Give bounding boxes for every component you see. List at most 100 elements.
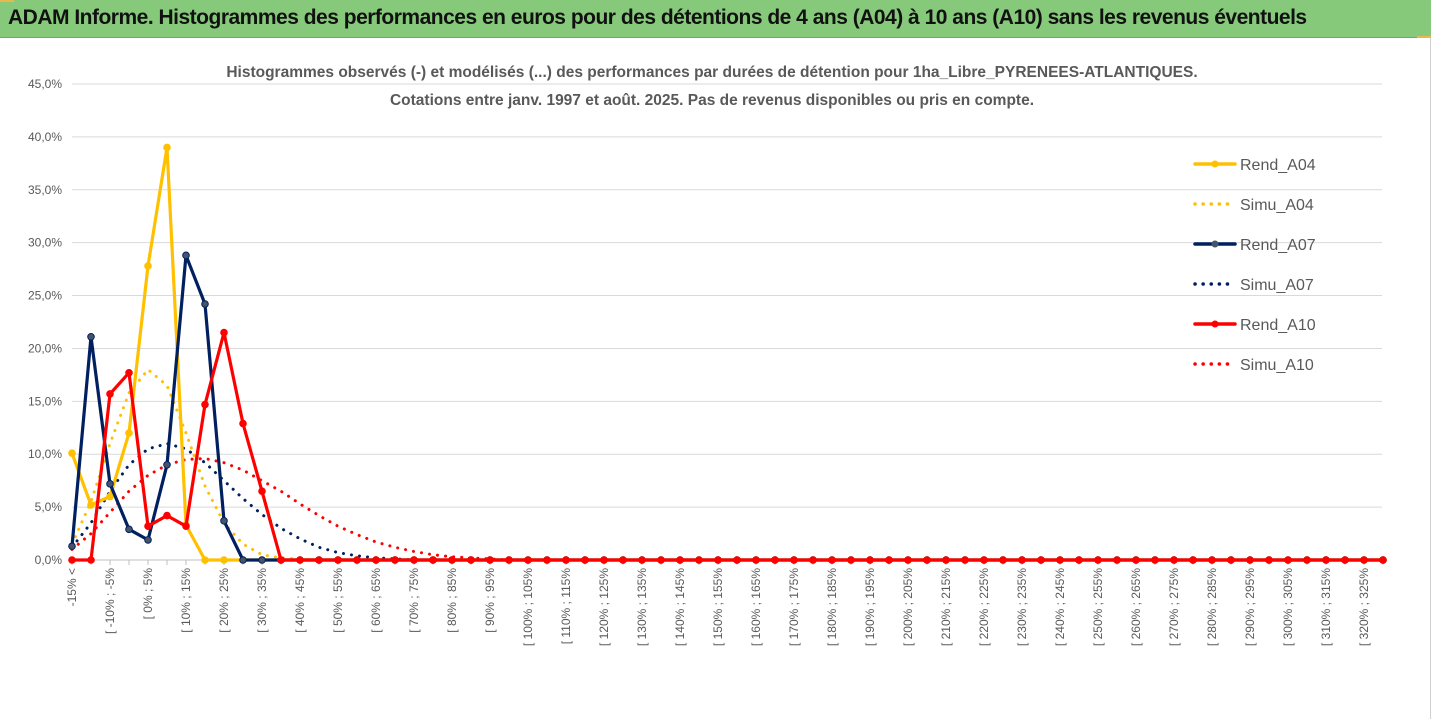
y-tick-label: 20,0% [28,341,62,355]
data-point [847,556,855,564]
data-point [885,556,893,564]
data-point [809,556,817,564]
data-point [619,556,627,564]
chart-area: Histogrammes observés (-) et modélisés (… [0,38,1431,719]
banner-corner-mark-right [1417,36,1431,39]
x-tick-label: [ 0% ; 5% [141,568,155,620]
y-tick-label: 45,0% [28,77,62,91]
report-banner: ADAM Informe. Histogrammes des performan… [0,0,1431,39]
x-tick-label: [ 10% ; 15% [179,568,193,633]
data-point [638,556,646,564]
data-point [391,556,399,564]
data-point [68,542,76,551]
data-point [942,556,950,564]
x-tick-label: [ 160% ; 165% [749,568,763,646]
x-tick-label: [ 200% ; 205% [901,568,915,646]
data-point [258,487,266,496]
x-tick-label: [ 60% ; 65% [369,568,383,633]
x-tick-label: [ 220% ; 225% [977,568,991,646]
data-point [467,556,475,564]
data-point [923,556,931,564]
legend-marker [1211,240,1219,248]
data-point [277,556,285,564]
data-point [182,522,190,530]
legend-label: Simu_A10 [1240,357,1314,374]
data-point [505,556,513,564]
series-line-simu-a04 [70,368,1385,562]
y-tick-label: 35,0% [28,183,62,197]
data-point [1246,556,1254,564]
data-point [448,556,456,564]
data-point [904,556,912,564]
x-tick-label: [ 120% ; 125% [597,568,611,646]
x-tick-label: [ 170% ; 175% [787,568,801,646]
legend-label: Simu_A07 [1240,277,1314,294]
data-point [125,429,133,437]
x-tick-label: [ 50% ; 55% [331,568,345,633]
x-tick-label: [ 260% ; 265% [1129,568,1143,646]
data-point [733,556,741,564]
y-tick-label: 15,0% [28,394,62,408]
data-point [125,525,133,534]
x-tick-label: [ 310% ; 315% [1319,568,1333,646]
data-point [220,556,228,564]
x-tick-label: [ 250% ; 255% [1091,568,1105,646]
x-tick-label: [ 190% ; 195% [863,568,877,646]
data-point [315,556,323,564]
data-point [980,556,988,564]
y-axis-ticks: 0,0% 5,0% 10,0% 15,0% 20,0% 25,0% 30,0% 35,0% 40… [28,77,62,567]
data-point [106,390,114,398]
data-point [144,536,152,544]
data-point [581,556,589,564]
legend-marker [1211,320,1219,328]
x-tick-label: [ 70% ; 75% [407,568,421,633]
data-point [258,556,266,564]
data-point [125,368,133,377]
data-point [961,556,969,564]
x-tick-label: [ 280% ; 285% [1205,568,1219,646]
data-point [1341,556,1349,564]
data-point [106,480,114,488]
x-axis-ticks: -15% < [ -10% ; -5% [ 0% ; 5% [ 10% ; 15% [ … [65,560,1384,646]
x-tick-label: [ 140% ; 145% [673,568,687,646]
chart-title: Histogrammes observés (-) et modélisés (… [226,64,1197,109]
data-point [676,556,684,564]
data-point [1056,556,1064,564]
y-tick-label: 30,0% [28,236,62,250]
x-tick-label: -15% < [65,568,79,606]
x-tick-label: [ -10% ; -5% [103,568,117,634]
x-tick-label: [ 290% ; 295% [1243,568,1257,646]
data-point [1189,556,1197,564]
data-point [1094,556,1102,564]
legend: Rend_A04 Simu_A04 Rend_A07 Simu_A07 Rend_A10… [1193,157,1316,374]
x-tick-label: [ 80% ; 85% [445,568,459,633]
data-point [695,556,703,564]
data-point [1360,556,1368,564]
data-point [220,517,228,525]
legend-label: Rend_A10 [1240,317,1316,334]
x-tick-label: [ 90% ; 95% [483,568,497,633]
data-point [771,556,779,564]
data-point [1265,556,1273,564]
data-point [1132,556,1140,564]
data-point [201,300,209,308]
x-tick-label: [ 100% ; 105% [521,568,535,646]
legend-label: Simu_A04 [1240,197,1314,214]
series-line-rend-a04 [70,145,1385,562]
y-tick-label: 40,0% [28,130,62,144]
report-title: ADAM Informe. Histogrammes des performan… [8,6,1307,29]
series-line-simu-a07 [70,442,1385,562]
data-point [144,262,152,270]
data-point [163,461,171,469]
data-point [296,556,304,564]
legend-label: Rend_A04 [1240,157,1316,174]
data-point [999,556,1007,564]
y-tick-label: 5,0% [35,500,63,514]
data-point [372,556,380,564]
data-point [1151,556,1159,564]
data-point [201,556,209,564]
data-point [1379,556,1387,564]
data-point [752,556,760,564]
x-tick-label: [ 230% ; 235% [1015,568,1029,646]
x-tick-label: [ 210% ; 215% [939,568,953,646]
